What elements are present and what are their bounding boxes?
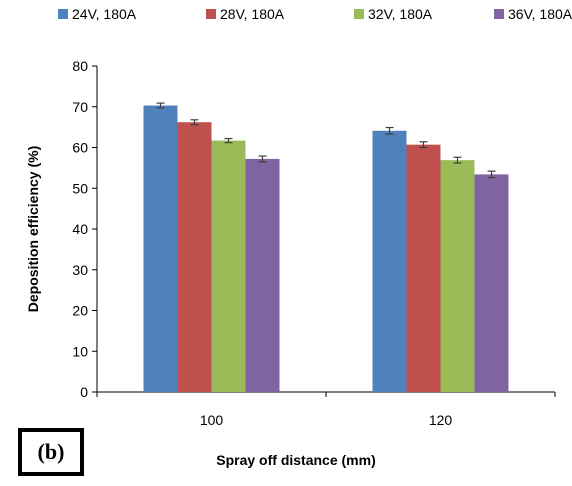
legend-label: 32V, 180A <box>368 6 433 22</box>
y-axis-title: Deposition efficiency (%) <box>25 146 41 312</box>
chart-legend: 24V, 180A 28V, 180A 32V, 180A 36V, 180A <box>0 6 572 26</box>
y-tick-label: 80 <box>72 58 88 74</box>
bar <box>372 130 407 393</box>
legend-item: 32V, 180A <box>354 6 432 22</box>
legend-item: 24V, 180A <box>58 6 136 22</box>
bar <box>143 105 178 392</box>
legend-swatch <box>58 9 68 19</box>
y-tick-label: 10 <box>72 343 88 359</box>
legend-swatch <box>354 9 364 19</box>
bar <box>245 158 280 392</box>
bar <box>177 122 212 393</box>
y-tick-label: 0 <box>80 384 88 400</box>
x-tick-label: 100 <box>200 412 224 428</box>
y-tick-label: 70 <box>72 99 88 115</box>
y-tick-label: 60 <box>72 140 88 156</box>
bar <box>440 160 475 392</box>
legend-item: 36V, 180A <box>494 6 572 22</box>
y-tick-label: 20 <box>72 303 88 319</box>
legend-swatch <box>206 9 216 19</box>
y-tick-label: 30 <box>72 262 88 278</box>
bar <box>211 140 246 392</box>
legend-label: 24V, 180A <box>72 6 137 22</box>
y-tick-label: 40 <box>72 221 88 237</box>
legend-swatch <box>494 9 504 19</box>
legend-label: 36V, 180A <box>508 6 572 22</box>
panel-label: (b) <box>37 439 65 464</box>
y-tick-label: 50 <box>72 180 88 196</box>
legend-item: 28V, 180A <box>206 6 284 22</box>
x-axis-title: Spray off distance (mm) <box>216 452 375 468</box>
bar <box>406 144 441 392</box>
legend-label: 28V, 180A <box>220 6 285 22</box>
x-tick-label: 120 <box>429 412 453 428</box>
bar <box>474 174 509 392</box>
panel-label-box: (b) <box>18 428 84 476</box>
